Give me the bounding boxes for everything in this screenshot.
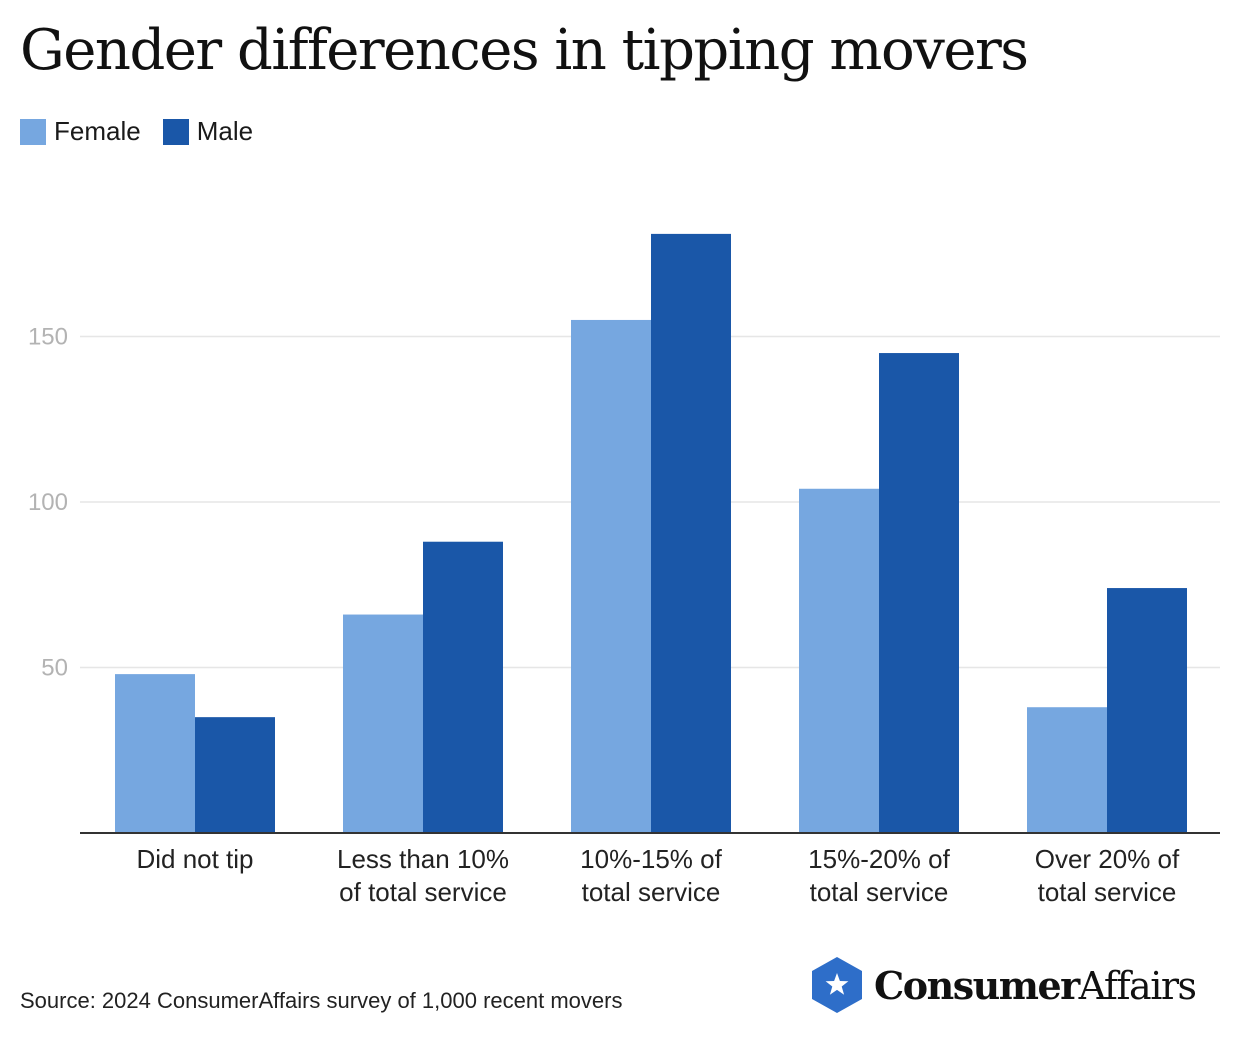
x-tick-label-4-line-0: Over 20% of [1035,844,1180,874]
bar-female-3 [799,488,879,833]
bar-female-1 [343,614,423,833]
legend-swatch-female [20,118,46,145]
legend-label-female: Female [54,116,141,146]
x-tick-label-0-line-0: Did not tip [136,844,253,874]
legend-label-male: Male [196,116,254,146]
y-tick-label-100: 100 [28,489,68,516]
chart-title: Gender differences in tipping movers [20,18,1029,83]
bar-male-0 [195,717,275,833]
x-tick-label-3-line-0: 15%-20% of [808,844,950,874]
brand-name-strong: Consumer [874,962,1080,1008]
bar-male-3 [879,353,959,833]
x-tick-label-1-line-0: Less than 10% [337,844,509,874]
bar-male-2 [651,233,731,833]
x-tick-label-3-line-1: total service [810,877,949,907]
source-note: Source: 2024 ConsumerAffairs survey of 1… [20,988,623,1013]
bar-male-1 [423,541,503,833]
bar-female-4 [1027,707,1107,833]
y-tick-label-50: 50 [41,655,68,682]
x-tick-label-2-line-0: 10%-15% of [580,844,722,874]
star-hexagon-icon [812,957,862,1013]
bar-female-2 [571,319,651,833]
legend-swatch-male [162,118,189,145]
x-tick-label-2-line-1: total service [582,877,721,907]
legend-item-male: Male [162,116,254,147]
bar-male-4 [1107,588,1187,833]
legend-item-female: Female [20,116,141,147]
brand-name-light: Affairs [1078,963,1197,1008]
bar-female-0 [115,674,195,833]
brand-logo: ConsumerAffairs [808,955,1197,1015]
legend: Female Male [20,116,253,147]
brand-wordmark: ConsumerAffairs [874,962,1197,1008]
x-tick-label-4-line-1: total service [1038,877,1177,907]
y-tick-label-150: 150 [28,324,68,351]
x-tick-label-1-line-1: of total service [339,877,507,907]
